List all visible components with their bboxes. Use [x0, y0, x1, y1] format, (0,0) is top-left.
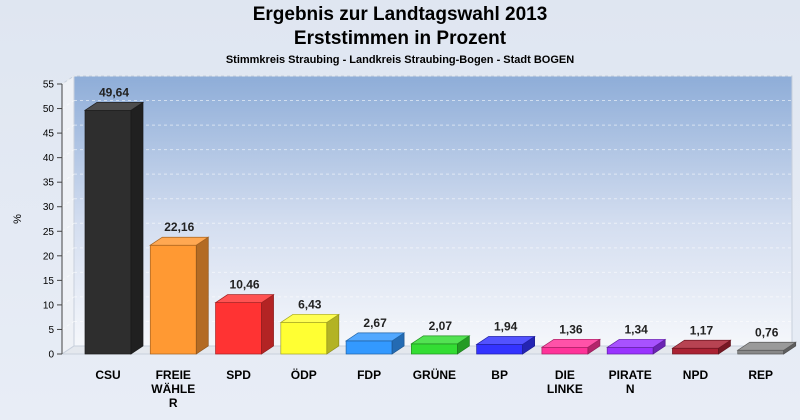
- bar-value-label: 6,43: [298, 297, 322, 311]
- gridline: [61, 149, 75, 159]
- chart-title-2: Erststimmen in Prozent: [293, 28, 507, 49]
- bar-side: [130, 101, 144, 355]
- gridline: [61, 247, 75, 257]
- x-tick-label: FDP: [357, 368, 381, 382]
- chart-title: Ergebnis zur Landtagswahl 2013: [252, 4, 548, 25]
- gridline: [61, 321, 75, 330]
- y-tick-label: 55: [43, 80, 55, 91]
- y-tick-label: 10: [43, 300, 55, 311]
- bar-value-label: 1,34: [625, 322, 649, 336]
- x-tick-label: DIE LINKE: [547, 368, 583, 396]
- bar-top: [475, 336, 536, 345]
- bar-front: [149, 244, 197, 355]
- y-tick-label: 45: [43, 129, 55, 140]
- x-tick-label: PIRATE N: [609, 368, 652, 396]
- bar-3: [279, 313, 340, 355]
- plot-side-wall: [61, 75, 75, 355]
- y-axis-label: %: [12, 214, 24, 224]
- gridline: [61, 198, 75, 208]
- bar-5: [410, 335, 471, 355]
- bar-value-label: 1,17: [690, 323, 714, 337]
- bar-top: [149, 236, 210, 246]
- bar-value-label: 10,46: [230, 278, 260, 292]
- bar-7: [540, 338, 602, 355]
- bar-top: [344, 332, 406, 342]
- x-tick-label: GRÜNE: [413, 367, 456, 382]
- bar-front: [541, 346, 589, 355]
- y-tick-label: 15: [43, 276, 55, 287]
- bar-value-label: 22,16: [164, 220, 194, 234]
- bar-side: [261, 293, 274, 355]
- bar-front: [345, 340, 393, 355]
- bar-top: [671, 339, 732, 349]
- bar-top: [540, 338, 602, 348]
- y-tick-label: 35: [43, 178, 55, 189]
- y-tick-label: 30: [43, 202, 55, 213]
- bar-front: [411, 343, 458, 355]
- bar-front: [606, 347, 654, 355]
- x-tick-label: CSU: [95, 368, 120, 382]
- bar-top: [279, 314, 340, 323]
- bar-2: [214, 293, 275, 355]
- bar-value-label: 0,76: [755, 325, 779, 339]
- bar-value-label: 1,94: [494, 319, 518, 333]
- bar-6: [475, 335, 536, 355]
- gridline: [61, 100, 75, 109]
- bar-front: [672, 347, 719, 355]
- gridline: [61, 173, 75, 183]
- bar-front: [84, 109, 132, 355]
- bar-front: [215, 302, 262, 355]
- bar-8: [606, 338, 667, 355]
- y-tick-label: 50: [43, 104, 55, 115]
- bar-top: [606, 339, 667, 348]
- gridline: [61, 75, 75, 85]
- bar-top: [410, 335, 471, 345]
- bar-top: [83, 101, 145, 111]
- bar-value-label: 49,64: [99, 85, 129, 99]
- gridline: [61, 222, 75, 232]
- bar-4: [344, 332, 406, 355]
- bar-0: [83, 101, 145, 355]
- bar-value-label: 1,36: [559, 322, 583, 336]
- bar-10: [736, 341, 797, 355]
- bar-top: [736, 341, 797, 351]
- y-tick-label: 5: [48, 325, 54, 336]
- x-tick-label: BP: [491, 368, 508, 382]
- y-tick-label: 25: [43, 227, 55, 238]
- bar-value-label: 2,67: [363, 316, 387, 330]
- x-tick-label: FREIE WÄHLE R: [151, 368, 195, 410]
- gridline: [61, 296, 75, 306]
- bar-9: [671, 339, 732, 355]
- bar-side: [195, 236, 209, 355]
- x-tick-label: ÖDP: [291, 367, 317, 382]
- x-tick-label: NPD: [683, 368, 709, 382]
- bar-front: [476, 344, 523, 355]
- gridline: [61, 271, 75, 281]
- bar-1: [149, 236, 210, 355]
- bar-value-label: 2,07: [429, 319, 453, 333]
- bar-front: [737, 349, 785, 355]
- gridline: [61, 124, 75, 134]
- x-tick-label: REP: [748, 368, 773, 382]
- chart-subtitle: Stimmkreis Straubing - Landkreis Straubi…: [225, 54, 575, 66]
- bar-front: [280, 322, 328, 355]
- x-tick-label: SPD: [226, 368, 251, 382]
- y-tick-label: 20: [43, 251, 55, 262]
- y-tick-label: 40: [43, 153, 55, 164]
- y-tick-label: 0: [48, 350, 54, 361]
- bar-top: [214, 294, 275, 304]
